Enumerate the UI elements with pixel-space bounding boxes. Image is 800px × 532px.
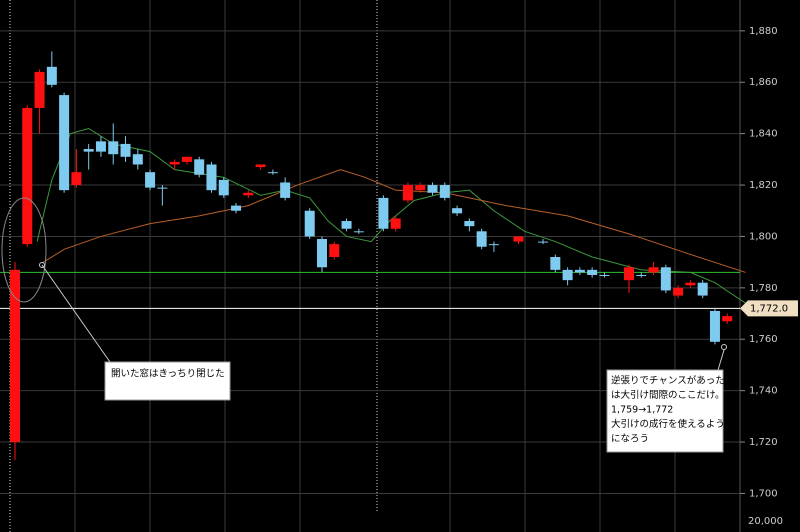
price-tag-label: 1,772.0 bbox=[750, 303, 788, 314]
candle-body bbox=[46, 66, 57, 85]
y-tick-label: 1,800 bbox=[749, 231, 778, 242]
candle-body bbox=[108, 141, 119, 155]
candle-body bbox=[132, 154, 143, 165]
candle-body bbox=[231, 205, 242, 211]
y-tick-label: 1,700 bbox=[749, 488, 778, 499]
candle-body bbox=[624, 267, 634, 281]
y-tick-label: 1,880 bbox=[749, 26, 778, 37]
annotation-box bbox=[104, 361, 231, 401]
y-tick-label: 1,720 bbox=[749, 437, 778, 448]
candle-body bbox=[206, 164, 217, 191]
annotation-text: 逆張りでチャンスがあったの bbox=[611, 375, 734, 387]
moving-average bbox=[39, 169, 746, 273]
candle-body bbox=[181, 156, 192, 162]
candle-body bbox=[685, 282, 696, 286]
candle-body bbox=[304, 210, 315, 237]
candle-body bbox=[145, 172, 156, 188]
candle-body bbox=[488, 244, 499, 246]
candle-body bbox=[218, 179, 229, 196]
candle-body bbox=[660, 267, 671, 291]
candle-body bbox=[648, 267, 659, 273]
candle-body bbox=[59, 95, 70, 191]
annotation-text: は大引け間際のここだけ。 bbox=[611, 389, 725, 401]
candle-body bbox=[341, 221, 352, 229]
annotation-text: 大引けの成行を使えるよう bbox=[611, 418, 725, 430]
moving-average bbox=[36, 127, 746, 304]
candle-body bbox=[574, 269, 585, 273]
candle-body bbox=[427, 185, 438, 193]
candle-body bbox=[22, 107, 33, 245]
price-tag bbox=[740, 300, 798, 317]
y-tick-label: 1,860 bbox=[749, 77, 778, 88]
candle-body bbox=[587, 269, 598, 275]
candle-body bbox=[476, 231, 487, 247]
candle-body bbox=[562, 269, 573, 281]
candle-body bbox=[243, 192, 254, 196]
candle-body bbox=[599, 274, 610, 276]
candle-body bbox=[157, 187, 168, 189]
y-tick-label: 1,840 bbox=[749, 129, 778, 140]
candle-body bbox=[378, 197, 389, 229]
y-tick-label: 1,740 bbox=[749, 386, 778, 397]
candle-body bbox=[464, 221, 475, 227]
candle-body bbox=[280, 182, 291, 198]
candle-body bbox=[255, 164, 266, 168]
candle-body bbox=[402, 185, 413, 201]
candle-body bbox=[10, 269, 20, 443]
annotation-box bbox=[606, 369, 724, 453]
candle-body bbox=[353, 231, 364, 233]
callout-line bbox=[41, 264, 111, 363]
candle-body bbox=[439, 185, 450, 198]
callout-line bbox=[717, 349, 725, 371]
y-tick-label: 1,780 bbox=[749, 283, 778, 294]
annotation-text: 開いた窓はきっちり閉じた bbox=[111, 368, 225, 380]
annotation-text: 1,759→1,772 bbox=[611, 405, 673, 416]
candle-body bbox=[83, 149, 94, 152]
candle-body bbox=[538, 241, 549, 243]
candle-body bbox=[390, 218, 401, 229]
candle-body bbox=[697, 282, 708, 296]
candle-body bbox=[415, 185, 426, 191]
volume-axis-label: 20,000 bbox=[748, 516, 783, 527]
annotation-text: になろう bbox=[611, 434, 649, 445]
highlight-ellipse bbox=[1, 197, 47, 303]
candle-body bbox=[452, 208, 463, 214]
candle-body bbox=[513, 236, 524, 242]
candle-body bbox=[722, 316, 733, 322]
candle-body bbox=[71, 172, 82, 186]
candle-body bbox=[550, 257, 561, 270]
candle-body bbox=[194, 159, 205, 175]
candle-body bbox=[709, 310, 720, 342]
candle-body bbox=[120, 143, 131, 157]
candle-body bbox=[267, 172, 278, 174]
vertical-grid bbox=[74, 0, 676, 532]
y-tick-label: 1,820 bbox=[749, 180, 778, 191]
candle-body bbox=[169, 161, 180, 165]
candle-body bbox=[673, 287, 684, 296]
pointer-dot bbox=[721, 344, 727, 350]
candle-body bbox=[95, 141, 106, 152]
candle-body bbox=[34, 71, 45, 108]
candle-body bbox=[636, 274, 647, 276]
candle-body bbox=[317, 239, 327, 268]
candle-body bbox=[329, 244, 340, 258]
y-tick-label: 1,760 bbox=[749, 334, 778, 345]
